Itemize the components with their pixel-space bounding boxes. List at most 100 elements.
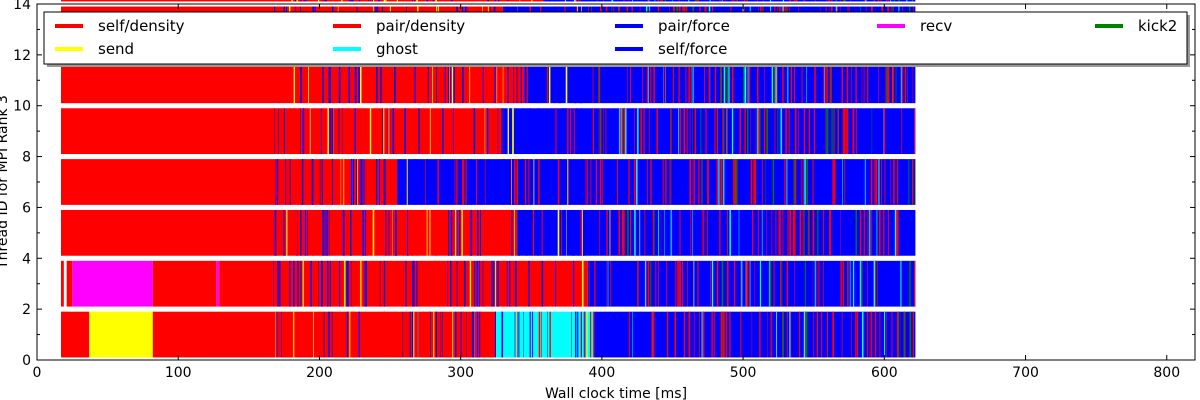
- task-speckle: [666, 311, 669, 358]
- task-speckle: [859, 260, 862, 307]
- task-speckle: [515, 108, 517, 155]
- task-speckle: [351, 0, 354, 2]
- task-speckle: [843, 0, 845, 2]
- task-speckle: [818, 260, 819, 307]
- task-speckle: [373, 0, 375, 2]
- task-speckle: [794, 209, 796, 256]
- task-speckle: [580, 57, 582, 104]
- task-speckle: [694, 0, 696, 2]
- task-speckle: [677, 260, 679, 307]
- task-speckle: [799, 311, 801, 358]
- task-speckle: [522, 108, 524, 155]
- task-speckle: [823, 209, 825, 256]
- task-speckle: [739, 108, 742, 155]
- task-speckle: [341, 0, 343, 2]
- task-speckle: [349, 0, 351, 2]
- task-speckle: [789, 311, 791, 358]
- task-speckle: [580, 311, 582, 358]
- task-speckle: [901, 108, 903, 155]
- task-speckle: [886, 0, 888, 2]
- task-speckle: [356, 159, 358, 205]
- task-bar-thread-0-send: [89, 311, 153, 358]
- task-speckle: [690, 57, 692, 104]
- task-speckle: [533, 159, 535, 205]
- task-speckle: [723, 108, 725, 155]
- task-speckle: [913, 108, 915, 155]
- task-speckle: [695, 0, 697, 2]
- task-speckle: [727, 209, 729, 256]
- task-speckle: [437, 0, 439, 2]
- task-speckle: [804, 311, 806, 358]
- task-speckle: [809, 108, 811, 155]
- task-speckle: [516, 159, 518, 205]
- task-speckle: [293, 57, 295, 104]
- task-speckle: [395, 311, 397, 358]
- task-speckle: [514, 311, 516, 358]
- task-speckle: [827, 108, 829, 155]
- task-speckle: [397, 0, 399, 2]
- task-speckle: [678, 0, 680, 2]
- task-speckle: [669, 159, 671, 205]
- task-speckle: [720, 57, 722, 104]
- task-speckle: [637, 260, 639, 307]
- task-speckle: [745, 260, 747, 307]
- task-speckle: [619, 108, 621, 155]
- task-speckle: [782, 57, 784, 104]
- task-speckle: [786, 260, 789, 307]
- legend: self/density pair/density pair/force recv ki…: [43, 11, 1190, 67]
- task-speckle: [304, 209, 307, 256]
- task-speckle: [738, 209, 740, 256]
- task-speckle: [744, 108, 746, 155]
- task-speckle: [456, 260, 458, 307]
- task-speckle: [686, 108, 688, 155]
- task-speckle: [344, 260, 346, 307]
- x-tick-label: 0: [33, 365, 42, 381]
- task-speckle: [537, 57, 539, 104]
- task-speckle: [388, 108, 390, 155]
- task-speckle: [850, 0, 851, 2]
- task-speckle: [757, 108, 759, 155]
- task-speckle: [719, 209, 721, 256]
- task-speckle: [711, 311, 712, 358]
- task-speckle: [538, 108, 540, 155]
- task-speckle: [552, 159, 553, 205]
- task-speckle: [726, 260, 729, 307]
- task-speckle: [372, 0, 373, 2]
- task-speckle: [576, 108, 578, 155]
- task-speckle: [565, 108, 567, 155]
- task-speckle: [470, 209, 473, 256]
- task-speckle: [362, 159, 364, 205]
- task-speckle: [383, 260, 386, 307]
- task-speckle: [740, 311, 742, 358]
- task-speckle: [678, 108, 679, 155]
- task-speckle: [525, 209, 527, 256]
- task-speckle: [753, 159, 755, 205]
- task-speckle: [474, 311, 475, 358]
- task-speckle: [887, 0, 889, 2]
- task-speckle: [463, 260, 466, 307]
- task-speckle: [333, 0, 336, 2]
- task-speckle: [372, 209, 375, 256]
- task-speckle: [907, 57, 909, 104]
- task-speckle: [364, 108, 366, 155]
- legend-label: self/force: [658, 40, 727, 58]
- task-speckle: [366, 209, 368, 256]
- task-speckle: [497, 260, 499, 307]
- task-speckle: [780, 260, 781, 307]
- task-speckle: [590, 311, 592, 358]
- task-speckle: [716, 159, 719, 205]
- task-speckle: [871, 311, 873, 358]
- task-bar-thread-1-density: [219, 260, 588, 307]
- task-speckle: [598, 57, 601, 104]
- task-speckle: [304, 159, 306, 205]
- x-tick-label: 200: [306, 365, 333, 381]
- task-speckle: [409, 311, 411, 358]
- task-speckle: [380, 57, 382, 104]
- task-speckle: [833, 108, 835, 155]
- task-speckle: [693, 159, 695, 205]
- task-speckle: [864, 159, 866, 205]
- task-speckle: [462, 159, 464, 205]
- task-speckle: [501, 108, 503, 155]
- task-speckle: [457, 209, 460, 256]
- task-speckle: [657, 0, 659, 2]
